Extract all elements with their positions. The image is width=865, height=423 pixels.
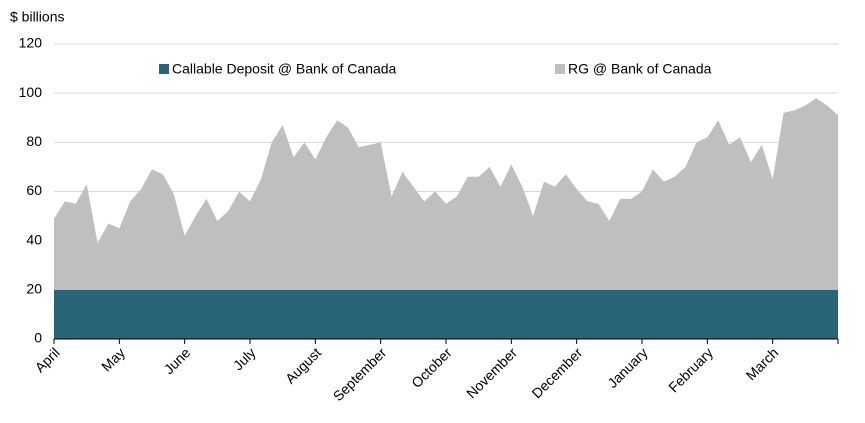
y-tick-label: 20 bbox=[26, 281, 42, 297]
x-tick-label: August bbox=[282, 344, 324, 386]
area bbox=[54, 98, 838, 290]
y-axis-label: $ billions bbox=[10, 9, 64, 25]
y-tick-label: 80 bbox=[26, 133, 42, 149]
area bbox=[54, 289, 838, 339]
y-tick-label: 100 bbox=[19, 84, 43, 100]
x-tick-label: November bbox=[463, 344, 520, 401]
x-tick-label: September bbox=[330, 344, 390, 404]
legend-swatch bbox=[555, 64, 565, 74]
x-tick-label: May bbox=[98, 344, 128, 374]
x-tick-label: February bbox=[665, 344, 716, 395]
x-tick-label: October bbox=[408, 344, 455, 391]
x-tick-label: July bbox=[230, 344, 259, 373]
x-tick-label: January bbox=[604, 344, 651, 391]
y-tick-label: 120 bbox=[19, 35, 43, 51]
y-tick-label: 40 bbox=[26, 231, 42, 247]
y-tick-label: 0 bbox=[34, 330, 42, 346]
x-tick-label: April bbox=[32, 344, 63, 375]
x-tick-label: December bbox=[528, 344, 585, 401]
legend-swatch bbox=[159, 64, 169, 74]
y-tick-label: 60 bbox=[26, 182, 42, 198]
legend-label: RG @ Bank of Canada bbox=[568, 61, 712, 77]
x-tick-label: March bbox=[743, 344, 782, 383]
x-tick-label: June bbox=[161, 344, 194, 377]
legend-label: Callable Deposit @ Bank of Canada bbox=[172, 61, 397, 77]
